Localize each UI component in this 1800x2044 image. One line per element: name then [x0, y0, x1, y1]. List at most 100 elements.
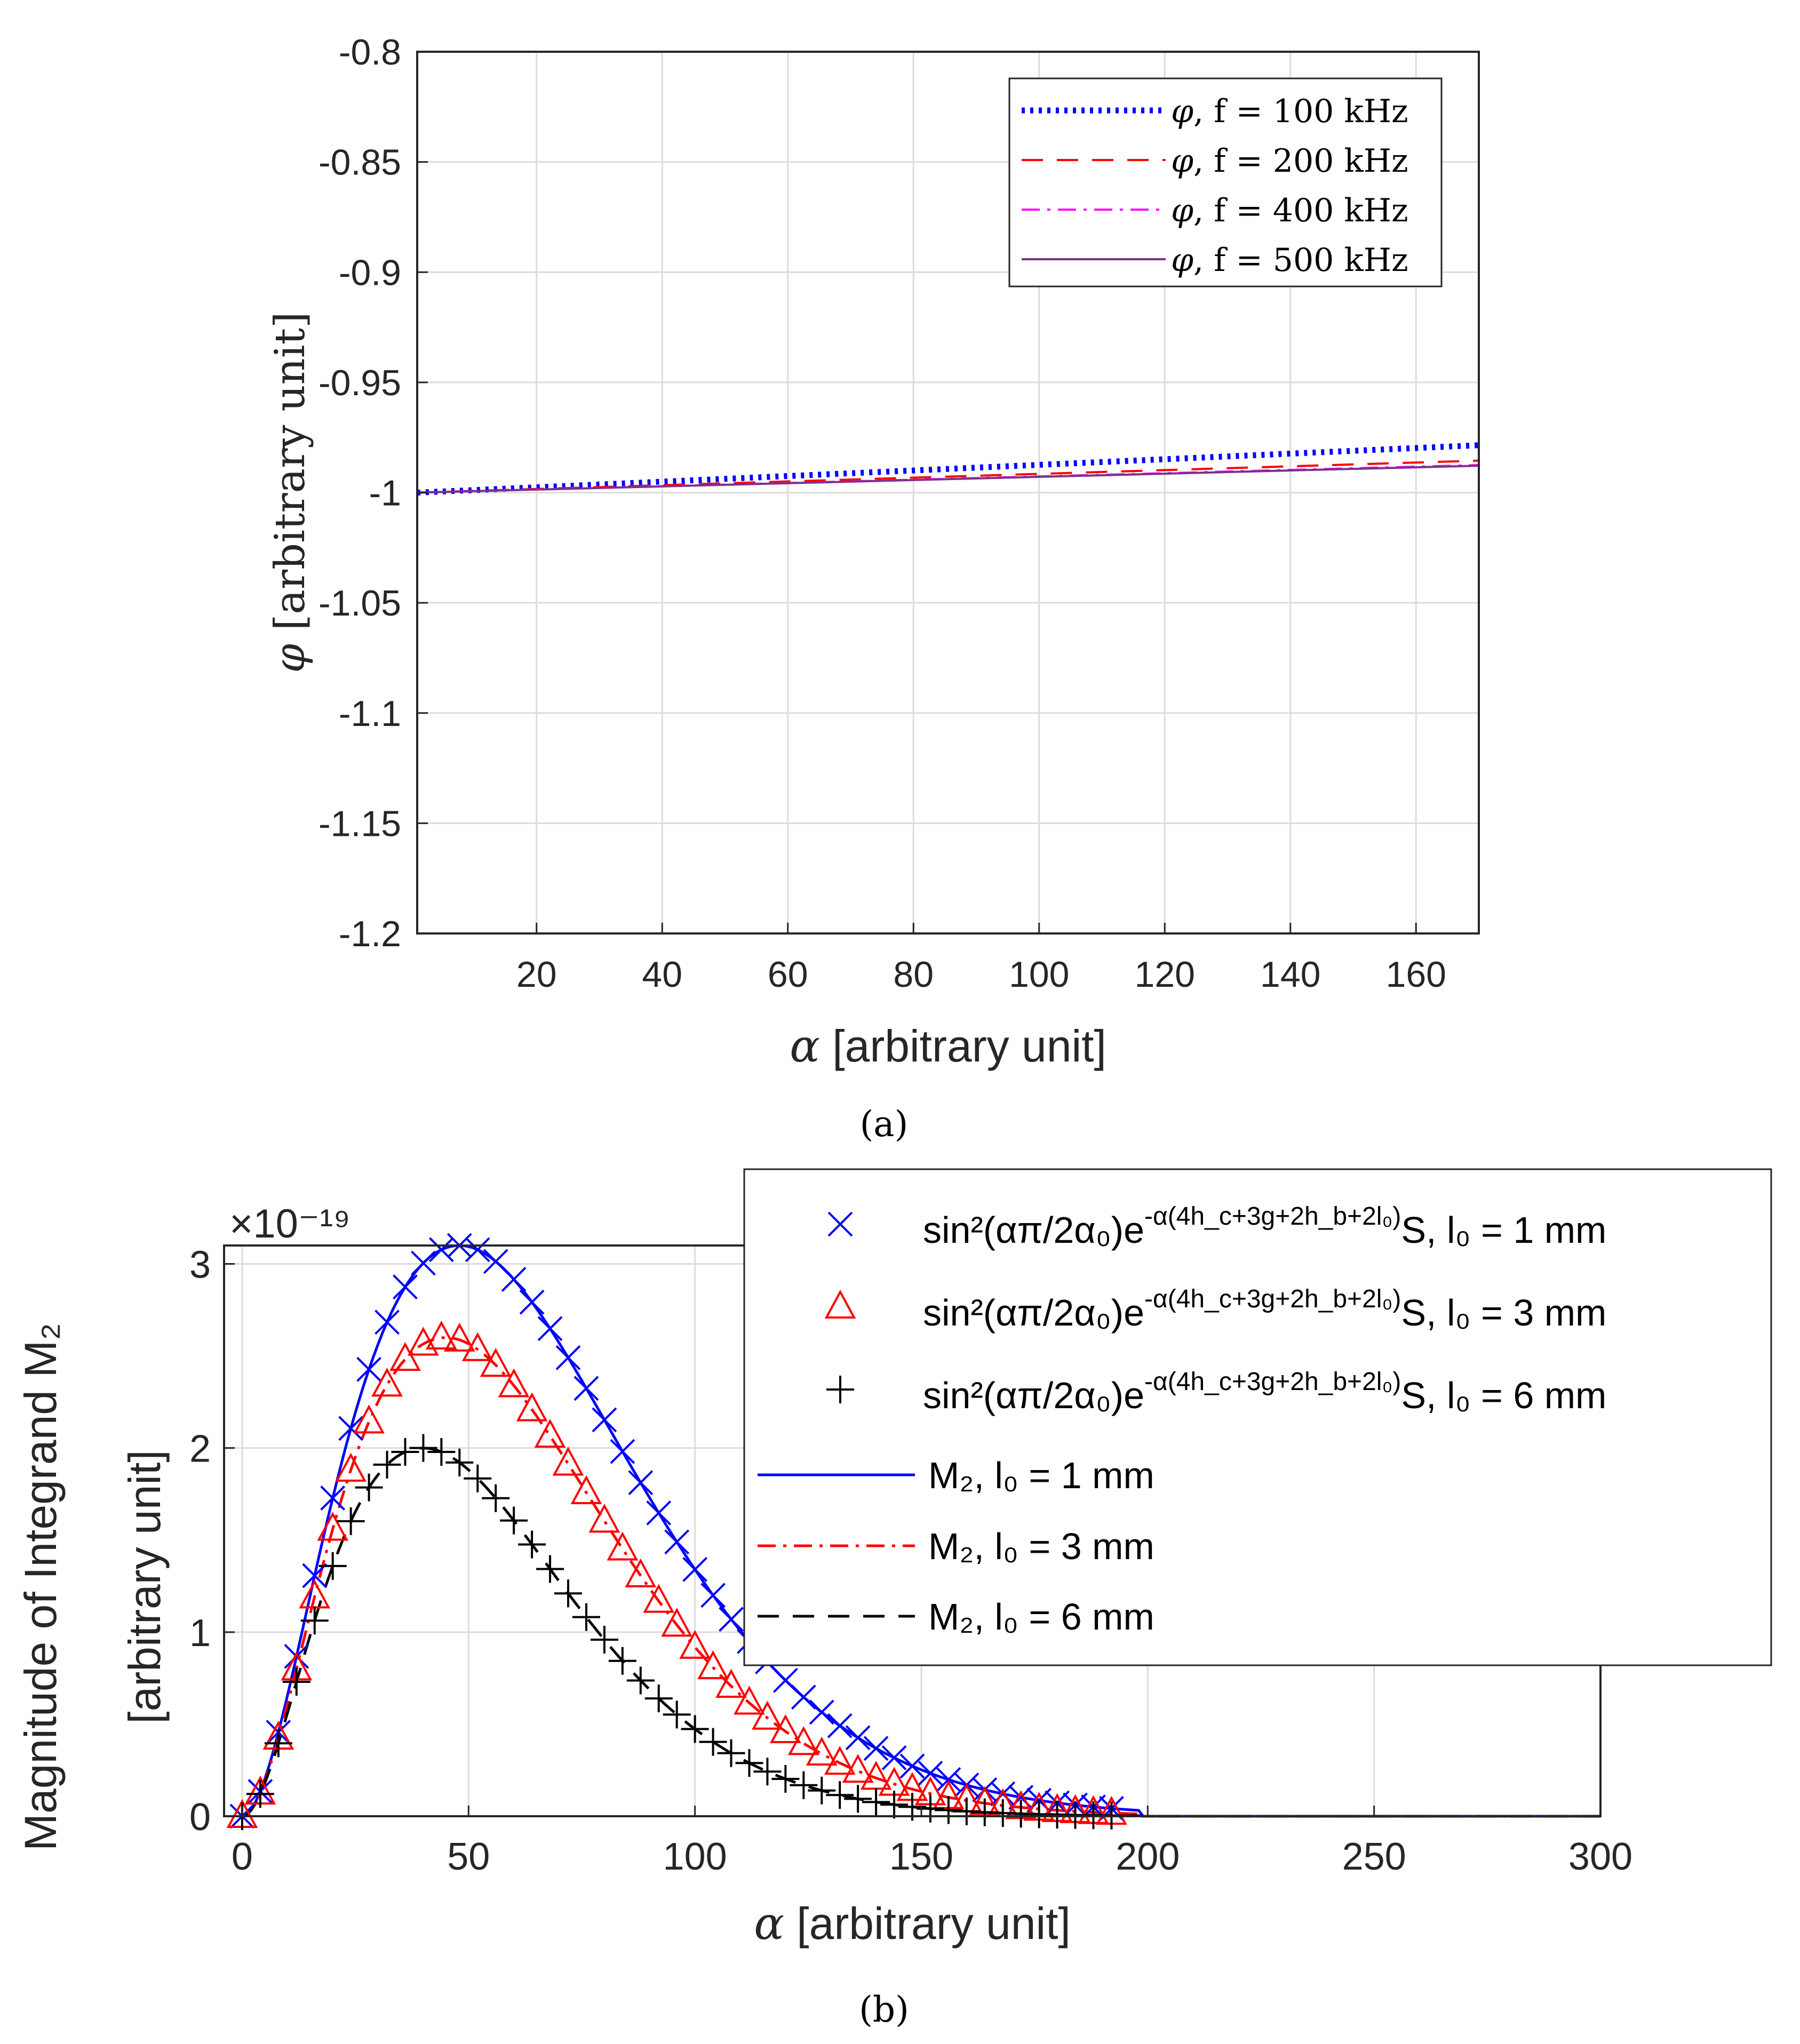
chart-b-marker-3 [644, 1684, 673, 1713]
chart-b-marker-3 [536, 1555, 564, 1583]
chart-a-ytick-label: -0.8 [339, 32, 401, 73]
chart-b-marker-3 [337, 1507, 365, 1535]
chart-b-marker-1 [356, 1356, 381, 1382]
chart-b-marker-3 [844, 1785, 872, 1813]
chart-b-ytick-label: 3 [189, 1244, 211, 1287]
chart-b-marker-3 [717, 1739, 745, 1767]
chart-a-xtick-label: 100 [1009, 954, 1069, 995]
chart-b-marker-1 [338, 1416, 364, 1441]
chart-b-marker-2 [715, 1668, 747, 1698]
chart-b-marker-1 [918, 1761, 943, 1786]
chart-a-xtick-label: 80 [893, 954, 934, 995]
chart-b-legend-suffix: S, l₀ = 1 mm [1401, 1209, 1606, 1251]
chart-b-marker-2 [389, 1342, 421, 1371]
chart-b-marker-1 [827, 1713, 853, 1738]
chart-b-marker-2 [643, 1584, 675, 1613]
chart-b-marker-2 [335, 1452, 367, 1482]
chart-b-marker-2 [661, 1608, 693, 1637]
chart-b-legend-exponent: -α(4h_c+3g+2h_b+2l₀) [1144, 1368, 1401, 1396]
chart-b: 0 50 100 150 200 250 300 0 1 2 3 ×10⁻¹⁹ α [arbitra… [15, 1168, 1772, 2030]
chart-b-xtick-label: 100 [663, 1835, 727, 1878]
chart-b-marker-2 [679, 1630, 711, 1659]
chart-b-marker-2 [806, 1736, 838, 1766]
chart-b-marker-1 [845, 1725, 871, 1751]
chart-b-legend-label: sin²(απ/2α₀)e-α(4h_c+3g+2h_b+2l₀)S, l₀ =… [923, 1368, 1606, 1416]
chart-b-legend-marker [827, 1211, 853, 1237]
chart-b-marker-3 [500, 1506, 528, 1535]
chart-a-ytick-label: -0.85 [318, 142, 401, 183]
chart-b-marker-1 [537, 1316, 563, 1342]
chart-b-xtick-label: 150 [889, 1835, 953, 1878]
chart-b-xtick-label: 200 [1116, 1835, 1180, 1878]
chart-b-marker-1 [881, 1745, 907, 1770]
chart-b-marker-3 [572, 1603, 600, 1631]
chart-b-marker-2 [824, 1746, 856, 1775]
chart-b-xtick-label: 50 [447, 1835, 490, 1878]
chart-b-marker-2 [534, 1418, 566, 1448]
chart-b-marker-2 [461, 1332, 493, 1361]
chart-b-marker-3 [681, 1715, 709, 1743]
chart-b-xlabel: α [arbitrary unit] [754, 1897, 1071, 1950]
chart-b-exponent: ×10⁻¹⁹ [229, 1201, 351, 1247]
chart-b-legend-items: sin²(απ/2α₀)e-α(4h_c+3g+2h_b+2l₀)S, l₀ =… [758, 1202, 1606, 1638]
chart-b-marker-3 [590, 1626, 618, 1654]
chart-b-marker-1 [465, 1237, 490, 1263]
chart-b-marker-3 [264, 1729, 292, 1758]
chart-b-ticks: 0 50 100 150 200 250 300 0 1 2 3 [189, 1244, 1632, 1878]
chart-b-legend-prefix: sin²(απ/2α₀)e [923, 1209, 1144, 1251]
chart-a-ticks: 20 40 60 80 100 120 140 160 -1.2 -1.15 -1.1 -1.05 -1… [318, 32, 1446, 995]
chart-b-xtick-label: 0 [232, 1835, 253, 1878]
chart-b-marker-3 [862, 1788, 890, 1816]
chart-a-legend-text: , f = 400 kHz [1193, 192, 1408, 229]
panel-a-label: (a) [860, 1104, 909, 1145]
chart-b-marker-3 [790, 1771, 818, 1799]
chart-b-marker-3 [808, 1776, 836, 1805]
chart-a-legend-symbol: φ [1171, 242, 1193, 279]
chart-b-marker-2 [317, 1512, 349, 1541]
chart-b-marker-3 [355, 1473, 383, 1502]
chart-b-marker-1 [555, 1345, 581, 1370]
panel-b-label: (b) [859, 1989, 909, 2030]
chart-b-legend-marker [826, 1376, 854, 1403]
chart-b-legend-exponent: -α(4h_c+3g+2h_b+2l₀) [1144, 1202, 1401, 1231]
chart-b-legend-prefix: sin²(απ/2α₀)e [923, 1375, 1144, 1416]
chart-b-legend: sin²(απ/2α₀)e-α(4h_c+3g+2h_b+2l₀)S, l₀ =… [743, 1168, 1772, 1666]
chart-b-marker-1 [375, 1310, 400, 1335]
chart-b-marker-1 [411, 1250, 436, 1276]
chart-b-marker-3 [554, 1579, 582, 1608]
chart-b-marker-3 [464, 1464, 492, 1492]
chart-b-marker-1 [791, 1684, 816, 1710]
chart-a-xtick-label: 160 [1386, 954, 1446, 995]
chart-b-marker-1 [899, 1753, 925, 1779]
chart-b-marker-1 [302, 1563, 328, 1588]
chart-b-marker-2 [770, 1714, 801, 1743]
chart-b-marker-3 [753, 1758, 782, 1786]
chart-a-legend-text: , f = 100 kHz [1193, 93, 1408, 130]
chart-a-xtick-label: 20 [516, 954, 557, 995]
chart-b-marker-1 [574, 1376, 599, 1401]
chart-b-marker-3 [427, 1438, 456, 1466]
chart-a-ytick-label: -1.05 [318, 583, 401, 624]
chart-b-marker-2 [552, 1447, 584, 1476]
chart-b-marker-3 [608, 1647, 636, 1675]
chart-b-marker-3 [318, 1552, 347, 1580]
chart-b-marker-1 [592, 1407, 617, 1433]
chart-b-legend-marker [824, 1289, 856, 1319]
chart-b-marker-1 [428, 1237, 454, 1263]
chart-b-marker-3 [663, 1700, 691, 1729]
chart-a-ytick-label: -0.95 [318, 363, 401, 403]
chart-b-marker-3 [826, 1781, 854, 1809]
chart-b-marker-1 [719, 1607, 744, 1632]
chart-b-legend-suffix: S, l₀ = 6 mm [1401, 1375, 1606, 1416]
chart-b-legend-label: sin²(απ/2α₀)e-α(4h_c+3g+2h_b+2l₀)S, l₀ =… [923, 1285, 1606, 1334]
chart-b-marker-1 [284, 1643, 309, 1669]
chart-b-marker-1 [519, 1289, 545, 1315]
chart-b-marker-1 [610, 1439, 635, 1464]
chart-b-marker-3 [409, 1434, 437, 1462]
chart-a-series-line-4 [417, 465, 1479, 494]
chart-b-marker-2 [787, 1726, 819, 1755]
chart-b-marker-2 [607, 1531, 639, 1561]
chart-b-marker-2 [443, 1322, 475, 1352]
